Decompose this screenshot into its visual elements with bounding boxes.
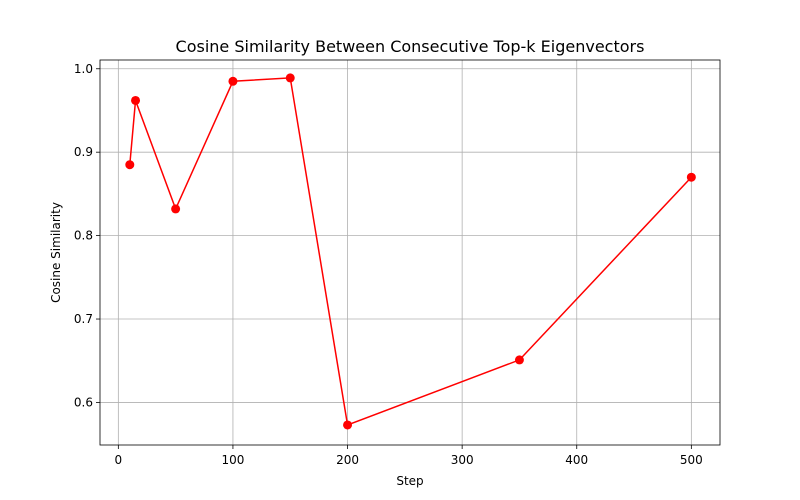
- x-axis-label: Step: [396, 474, 423, 488]
- series-group: [125, 73, 696, 430]
- y-tick-label: 0.8: [74, 229, 93, 243]
- data-point: [131, 95, 141, 105]
- x-ticks: 0 100 200 300 400 500: [115, 445, 703, 467]
- y-tick-label: 0.6: [74, 395, 93, 409]
- y-tick-label: 0.9: [74, 145, 93, 159]
- grid-lines: [100, 60, 720, 445]
- series-line: [129, 77, 692, 427]
- y-tick-label: 0.7: [74, 312, 93, 326]
- x-tick-label: 300: [451, 453, 474, 467]
- chart-title: Cosine Similarity Between Consecutive To…: [176, 37, 645, 56]
- x-tick-label: 200: [336, 453, 359, 467]
- data-point: [171, 204, 181, 214]
- y-ticks: 0.6 0.7 0.8 0.9 1.0: [74, 62, 100, 409]
- x-tick-label: 500: [680, 453, 703, 467]
- x-tick-label: 400: [565, 453, 588, 467]
- data-point: [686, 172, 696, 182]
- data-point: [343, 420, 353, 430]
- y-tick-label: 1.0: [74, 62, 93, 76]
- data-point: [125, 160, 135, 170]
- x-tick-label: 0: [115, 453, 123, 467]
- data-point: [285, 73, 295, 83]
- data-point: [514, 355, 524, 365]
- axes-frame: [99, 59, 721, 446]
- y-axis-label: Cosine Similarity: [49, 202, 63, 303]
- plot-frame: [99, 59, 721, 446]
- data-point: [228, 76, 238, 86]
- x-tick-label: 100: [221, 453, 244, 467]
